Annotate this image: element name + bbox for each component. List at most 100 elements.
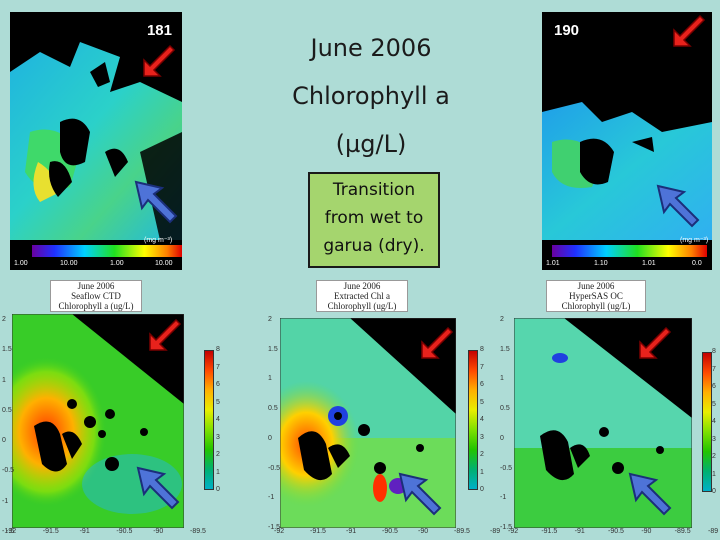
x-tick-label: -90.5 [116,528,133,535]
colorbar-tick-label: 2 [712,453,716,460]
x-tick-label: -90.5 [382,528,398,535]
y-tick-label: 2 [2,316,6,323]
x-tick-label: -89.5 [454,528,470,535]
day-label-181: 181 [146,22,172,39]
slide-title-line-1: June 2006 [310,34,432,62]
colorbar [702,352,712,492]
x-tick-label: -90 [641,528,652,535]
colorbar-tick-label: 1 [712,470,716,478]
y-tick-label: -1.5 [2,528,15,535]
x-tick-label: -90 [418,528,429,535]
x-tick-label: -89.5 [674,528,691,535]
colorbar-tick-label: 3 [216,433,220,441]
colorbar-tick-label: 8 [712,348,716,355]
colorbar-tick-label: 7 [216,363,220,371]
scale-unit-left: (mg m⁻³) [144,237,173,244]
scale-tick: 1.01 [546,260,560,267]
colorbar-tick-label: 0 [712,488,716,495]
slide-title-line-2: Chlorophyll a [292,82,450,110]
x-tick-label: -90.5 [608,528,624,535]
colorbar-tick-label: 6 [712,383,716,390]
y-tick-label: 2 [268,316,272,323]
x-tick-label: -89.5 [190,528,206,535]
plot-seaflow-ctd: June 2006 Seaflow CTD Chlorophyll a (ug/L) [0,278,240,540]
x-tick-label: -90 [153,528,164,535]
note-line-1: Transition [332,180,416,200]
y-tick-label: 1.5 [2,346,12,354]
colorbar-tick-label: 7 [712,365,716,373]
satellite-image-right: 190 (mg m⁻³) 1.01 1.10 1.01 0.0 [542,12,712,270]
y-tick-label: 2 [500,316,504,323]
blue-arrow-icon [656,184,700,228]
plot-title: June 2006 Extracted Chl a Chlorophyll (ug/… [316,280,408,312]
slide-title-line-3: (µg/L) [335,130,407,158]
day-label-190: 190 [554,22,580,39]
x-tick-label: -91.5 [42,528,59,535]
y-tick-label: -1 [268,494,275,502]
x-tick-label: -92 [6,528,17,535]
y-tick-label: -1 [2,497,9,505]
colorbar-tick-label: 4 [712,418,716,425]
y-tick-label: 1 [268,375,272,383]
y-tick-label: 1.5 [500,345,510,353]
colorbar-tick-label: 3 [712,435,716,443]
y-tick-label: -0.5 [2,467,15,475]
red-arrow-icon [143,44,176,77]
red-arrow-icon [673,14,706,47]
colorbar-tick-label: 6 [480,381,484,388]
colorbar-tick-label: 7 [480,363,484,371]
y-tick-label: 1 [500,375,504,383]
colorbar-tick-label: 1 [480,468,484,476]
scale-tick: 10.00 [155,260,173,267]
scale-tick: 0.0 [692,260,702,267]
y-tick-label: -1.5 [500,524,513,531]
y-tick-label: 1.5 [268,345,278,353]
red-arrow-icon [421,326,454,359]
colorbar [204,350,214,490]
y-tick-label: -1.5 [268,524,281,531]
colorbar-tick-label: 4 [216,416,220,423]
y-tick-label: 0.5 [500,405,510,413]
plot-title: June 2006 Seaflow CTD Chlorophyll a (ug/L) [50,280,142,312]
blue-arrow-icon [398,472,442,516]
y-tick-label: 0 [268,434,272,442]
x-tick-label: -92 [508,528,519,535]
colorbar-tick-label: 0 [216,486,220,493]
colorbar-tick-label: 1 [216,468,220,476]
plot-hypersas-oc: June 2006 HyperSAS OC Chlorophyll (ug/L) [490,278,720,540]
y-tick-label: 0 [2,437,6,445]
y-tick-label: 0.5 [268,405,278,413]
colorbar-tick-label: 6 [216,381,220,388]
red-arrow-icon [639,326,672,359]
colorbar-tick-label: 4 [480,416,484,423]
y-tick-label: 0.5 [2,406,12,414]
transition-note: Transition from wet to garua (dry). [308,172,440,268]
y-tick-label: -0.5 [500,464,513,472]
note-line-2: from wet to [324,208,424,228]
scale-tick: 10.00 [60,260,78,267]
colorbar-tick-label: 8 [480,346,484,353]
x-tick-label: -91 [574,528,585,535]
blue-arrow-icon [134,180,178,224]
blue-arrow-icon [136,466,180,510]
blue-arrow-icon [628,472,672,516]
scale-tick: 1.01 [642,260,656,267]
scale-tick: 1.00 [110,260,124,267]
note-line-3: garua (dry). [323,236,425,256]
colorbar-tick-label: 2 [480,451,484,458]
plot-extracted-chl: June 2006 Extracted Chl a Chlorophyll (ug/… [240,278,490,540]
x-tick-label: -92 [274,528,285,535]
x-tick-label: -91 [79,528,90,535]
y-tick-label: 1 [2,376,6,384]
scale-unit-right: (mg m⁻³) [680,237,709,244]
x-tick-label: -89 [708,528,719,535]
colorbar-tick-label: 0 [480,486,484,493]
y-tick-label: -0.5 [268,464,281,472]
colorbar-tick-label: 5 [480,398,484,406]
scale-tick: 1.10 [594,260,608,267]
y-tick-label: 0 [500,434,504,442]
colorbar [468,350,478,490]
red-arrow-icon [149,318,182,351]
plot-title: June 2006 HyperSAS OC Chlorophyll (ug/L) [546,280,646,312]
colorbar-tick-label: 2 [216,451,220,458]
